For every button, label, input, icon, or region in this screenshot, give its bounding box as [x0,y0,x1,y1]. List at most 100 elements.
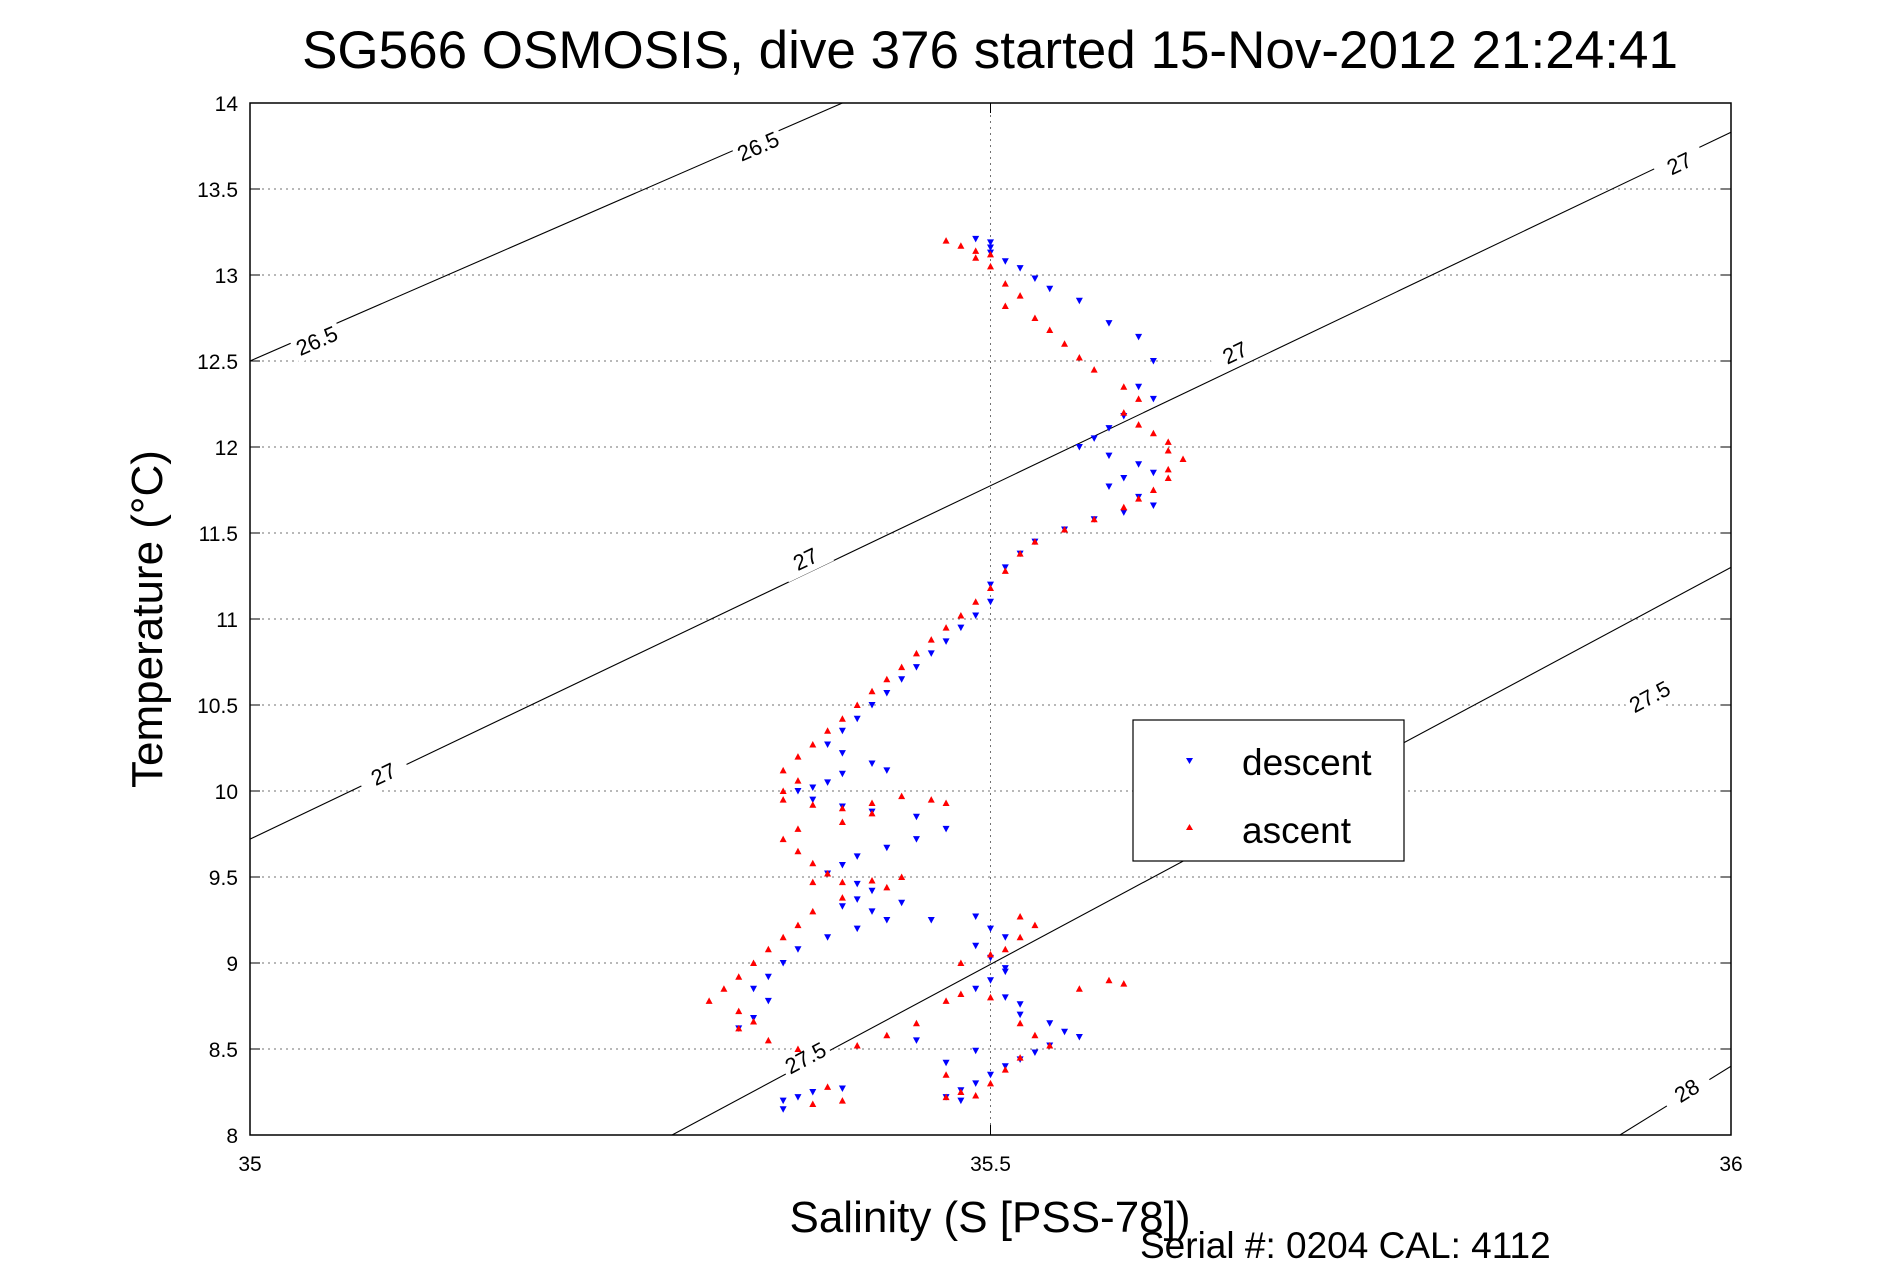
point-ascent [1031,538,1039,545]
legend-label-descent: descent [1242,742,1372,783]
point-descent [868,760,876,767]
point-descent [987,1071,994,1079]
point-ascent [1046,1042,1054,1049]
contour-label-bg [1657,1065,1716,1116]
x-axis-label: Salinity (S [PSS-78]) [789,1193,1190,1242]
point-ascent [779,933,787,941]
point-ascent [853,1042,861,1049]
point-ascent [987,993,994,1001]
point-descent [853,880,861,888]
legend: descent ascent [1132,719,1405,862]
point-ascent [838,1097,846,1104]
point-descent [1001,258,1009,265]
point-ascent [1090,515,1098,523]
point-descent [868,908,876,915]
point-descent [838,727,846,735]
point-descent [1001,968,1009,976]
point-descent [838,1085,846,1093]
point-descent [972,913,980,921]
point-ascent [1164,446,1172,454]
contour-label-bg [729,123,787,169]
point-ascent [972,598,980,605]
point-descent [883,844,891,852]
point-descent [972,1047,980,1055]
point-ascent [1075,985,1083,992]
point-ascent [809,1100,817,1108]
point-descent [972,942,980,950]
y-tick-label: 8 [226,1125,238,1148]
point-descent [927,917,935,924]
point-descent [957,1097,965,1105]
y-tick-label: 12.5 [197,351,238,374]
point-ascent [927,636,935,643]
point-descent [987,977,994,984]
point-ascent [957,1088,965,1095]
point-ascent [1149,486,1157,493]
point-ascent [735,1007,743,1015]
point-ascent [972,1091,980,1099]
point-descent [868,702,876,709]
point-ascent [1061,526,1069,533]
point-ascent [868,799,876,807]
point-ascent [779,796,787,803]
point-descent [1149,502,1157,509]
point-ascent [883,883,891,891]
point-descent [794,946,802,953]
point-ascent [779,766,787,774]
point-ascent [1120,383,1128,390]
point-descent [987,239,994,246]
point-ascent [972,254,980,261]
point-ascent [794,777,802,784]
legend-label-ascent: ascent [1242,810,1352,851]
point-descent [1001,934,1009,941]
point-descent [942,825,950,833]
point-descent [972,612,980,620]
point-ascent [912,649,920,657]
point-descent [987,244,994,251]
point-descent [853,715,861,723]
data-points [705,235,1187,1113]
point-ascent [868,876,876,884]
point-ascent [794,753,802,760]
point-descent [1016,1001,1024,1008]
point-ascent [1001,1066,1009,1073]
point-descent [853,896,861,903]
point-ascent [1135,421,1143,428]
point-ascent [1016,933,1024,941]
point-ascent [779,835,787,843]
point-ascent [1135,395,1143,402]
point-ascent [1075,354,1083,361]
y-tick-label: 9.5 [209,867,238,890]
point-ascent [1164,438,1172,445]
point-ascent [957,242,965,249]
point-descent [838,903,846,910]
point-descent [1075,1033,1083,1041]
point-ascent [809,859,817,867]
point-ascent [824,727,832,734]
point-ascent [868,809,876,817]
point-ascent [942,997,950,1004]
point-ascent [838,818,846,825]
x-tick-label: 36 [1719,1153,1742,1176]
point-descent [809,796,817,804]
y-tick-label: 14 [215,93,239,116]
point-ascent [794,1045,802,1052]
point-descent [1120,474,1128,482]
point-descent [1046,285,1054,293]
point-ascent [1061,340,1069,347]
point-descent [809,784,817,792]
point-ascent [1105,976,1113,984]
y-tick-label: 10.5 [197,695,238,718]
legend-marker-ascent [1186,824,1193,830]
point-descent [927,650,935,657]
y-tick-label: 11 [216,609,238,632]
y-tick-label: 11.5 [199,523,238,546]
point-descent [957,624,965,632]
point-descent [824,741,832,749]
point-ascent [987,262,994,270]
point-ascent [1016,292,1024,299]
point-ascent [779,787,787,794]
point-ascent [809,907,817,915]
point-descent [1075,297,1083,305]
point-ascent [1016,913,1024,920]
